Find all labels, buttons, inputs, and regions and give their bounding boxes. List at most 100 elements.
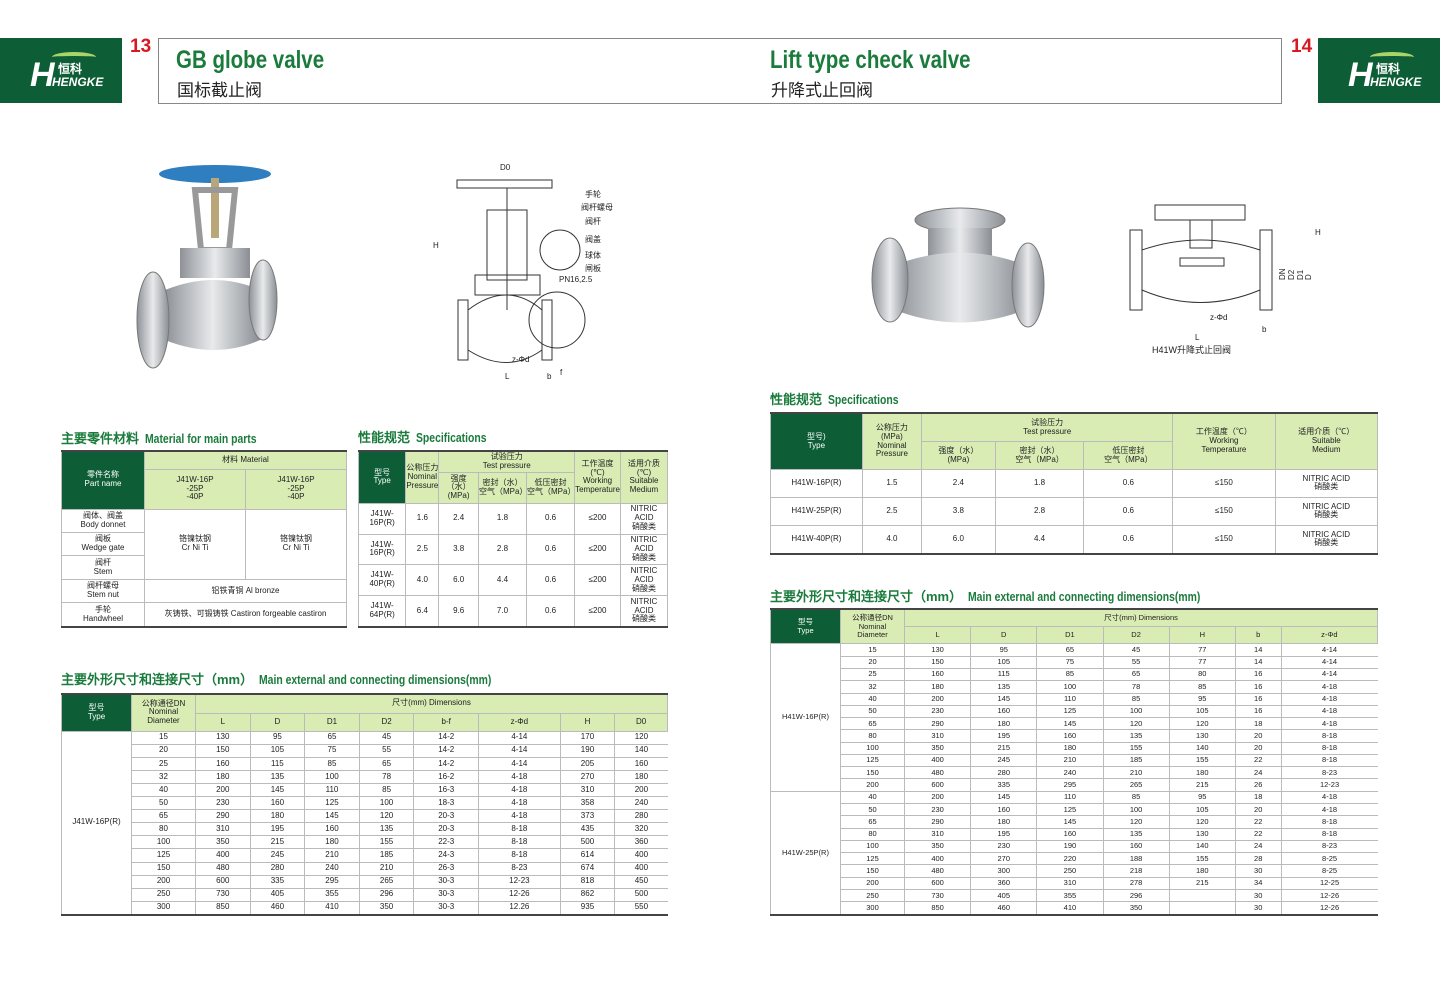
table-cell: 14-2	[413, 756, 479, 771]
label-handwheel: 手轮	[585, 189, 601, 199]
low-seal-header: 低压密封 空气（MPa）	[1083, 441, 1174, 471]
table-cell: 2.4	[921, 469, 996, 498]
table-cell: 4-14	[478, 756, 561, 771]
table-cell: NITRIC ACID 硝酸类	[620, 533, 668, 566]
table-cell: J41W-64P(R)	[357, 595, 407, 628]
table-cell: 230	[195, 796, 251, 811]
material-cell: 灰铸铁、可锻铸铁 Castiron forgeable castiron	[144, 602, 347, 628]
table-cell: 0.6	[1083, 469, 1174, 498]
table-cell: 200	[903, 790, 971, 805]
table-cell: 110	[1036, 790, 1104, 805]
label-stem: 阀杆	[585, 216, 601, 226]
table-cell: 205	[559, 756, 615, 771]
table-cell: 32	[840, 680, 905, 694]
table-cell: 145	[1036, 815, 1104, 829]
material-header: 材料 Material	[144, 450, 347, 470]
table-cell: 125	[1036, 704, 1104, 719]
table-cell: 65	[304, 730, 360, 745]
table-row: 80 310 195 160 135 20-3 8-18 435 320	[62, 822, 668, 837]
page-number-right: 14	[1291, 36, 1313, 57]
table-cell: 40	[840, 790, 905, 805]
table-cell: 20	[1234, 741, 1282, 755]
table-cell: 8-18	[1280, 729, 1378, 743]
table-cell: 100	[304, 769, 360, 785]
table-cell: 200	[840, 778, 905, 792]
table-cell: 22	[1234, 753, 1282, 768]
column-header: D1	[304, 712, 360, 732]
label-d: D	[1304, 274, 1313, 280]
table-cell: 480	[903, 766, 971, 780]
table-row: H41W-25P(R) 2.5 3.8 2.8 0.6 ≤150 NITRIC ACID 硝…	[770, 496, 1379, 526]
table-cell: 145	[1036, 717, 1104, 731]
table-row: H41W-16P(R) 1.5 2.4 1.8 0.6 ≤150 NITRIC ACID 硝…	[770, 469, 1379, 498]
dn-header: 公称通径DN Nominal Diameter	[131, 693, 196, 732]
table-cell: 0.6	[526, 502, 576, 535]
table-cell: 360	[970, 876, 1037, 891]
table-cell: 55	[358, 743, 414, 758]
table-cell: 120	[614, 730, 668, 745]
table-cell: 188	[1102, 852, 1170, 866]
table-cell: 2.5	[405, 533, 440, 566]
strength-header: 强度（水） (MPa)	[438, 471, 479, 504]
table-cell: 400	[903, 852, 971, 866]
table-row: 125 400 245 210 185 24-3 8-18 614 400	[62, 848, 668, 863]
table-cell: 435	[559, 822, 615, 837]
table-cell: 290	[903, 717, 971, 731]
table-cell: 32	[131, 769, 196, 785]
table-cell: 24	[1234, 766, 1282, 780]
table-row: 100 350 230 190 160 140 24 8-23	[771, 839, 1378, 854]
table-cell: 350	[195, 835, 251, 850]
column-header: H	[559, 712, 616, 732]
brand-logo-left: H 恒科 HENGKE	[0, 38, 122, 103]
table-cell: 100	[1102, 803, 1170, 817]
table-cell: 65	[840, 815, 905, 829]
table-cell: 310	[1036, 876, 1104, 891]
table-cell: 8-18	[478, 822, 561, 837]
table-cell: 320	[614, 822, 668, 837]
table-cell: 24	[1234, 839, 1282, 854]
table-cell: 65	[358, 756, 414, 771]
table-cell: 818	[559, 874, 615, 889]
table-cell: 410	[1036, 901, 1104, 916]
table-cell: NITRIC ACID 硝酸类	[1274, 496, 1379, 526]
table-cell: 130	[1168, 827, 1236, 841]
table-row: 32 180 135 100 78 85 16 4-18	[771, 680, 1378, 694]
dimensions-table-right: 型号 Type 公称通径DN Nominal Diameter 尺寸(mm) Dim…	[770, 608, 1379, 916]
table-cell: 270	[559, 769, 615, 785]
seal-header: 密封（水） 空气（MPa）	[994, 441, 1085, 471]
column-header: z-Φd	[1280, 626, 1379, 645]
table-cell: 400	[195, 848, 251, 863]
table-row: J41W-16P(R) 2.5 3.8 2.8 0.6 ≤200 NITRIC ACID 硝…	[357, 533, 668, 566]
table-cell: 250	[840, 888, 905, 903]
table-cell: 45	[1102, 643, 1170, 657]
table-row: H41W-40P(R) 4.0 6.0 4.4 0.6 ≤150 NITRIC ACID 硝…	[770, 524, 1379, 555]
table-cell: 150	[131, 861, 196, 876]
table-cell: 295	[304, 874, 360, 889]
table-cell: H41W-25P(R)	[770, 496, 863, 526]
table-cell: 3.8	[438, 533, 479, 566]
table-cell: 95	[970, 643, 1037, 657]
column-header: b	[1234, 626, 1282, 645]
table-cell: 80	[1168, 667, 1236, 682]
table-cell: 14	[1234, 655, 1282, 669]
table-cell: 12-23	[1280, 778, 1378, 792]
label-body: 球体	[585, 250, 601, 260]
type-header: 型号) Type	[770, 412, 863, 471]
table-cell: 4-14	[1280, 655, 1378, 669]
table-cell: 460	[970, 901, 1037, 916]
table-cell: 296	[1102, 888, 1170, 903]
table-cell: 1.8	[994, 469, 1085, 498]
table-cell: 8-25	[1280, 864, 1378, 878]
table-cell: 180	[195, 769, 251, 785]
table-cell: 95	[249, 730, 305, 745]
table-cell: 215	[249, 835, 305, 850]
table-cell: 30	[1234, 864, 1282, 878]
table-cell: 180	[1168, 766, 1236, 780]
table-cell: 85	[1168, 680, 1236, 694]
table-cell: 28	[1234, 852, 1282, 866]
section-materials-title: 主要零件材料 Material for main parts	[61, 431, 257, 446]
type-header: 型号 Type	[61, 693, 132, 732]
table-cell: 210	[1036, 753, 1104, 768]
table-cell: 0.6	[526, 595, 576, 628]
table-cell: 25	[131, 756, 196, 771]
